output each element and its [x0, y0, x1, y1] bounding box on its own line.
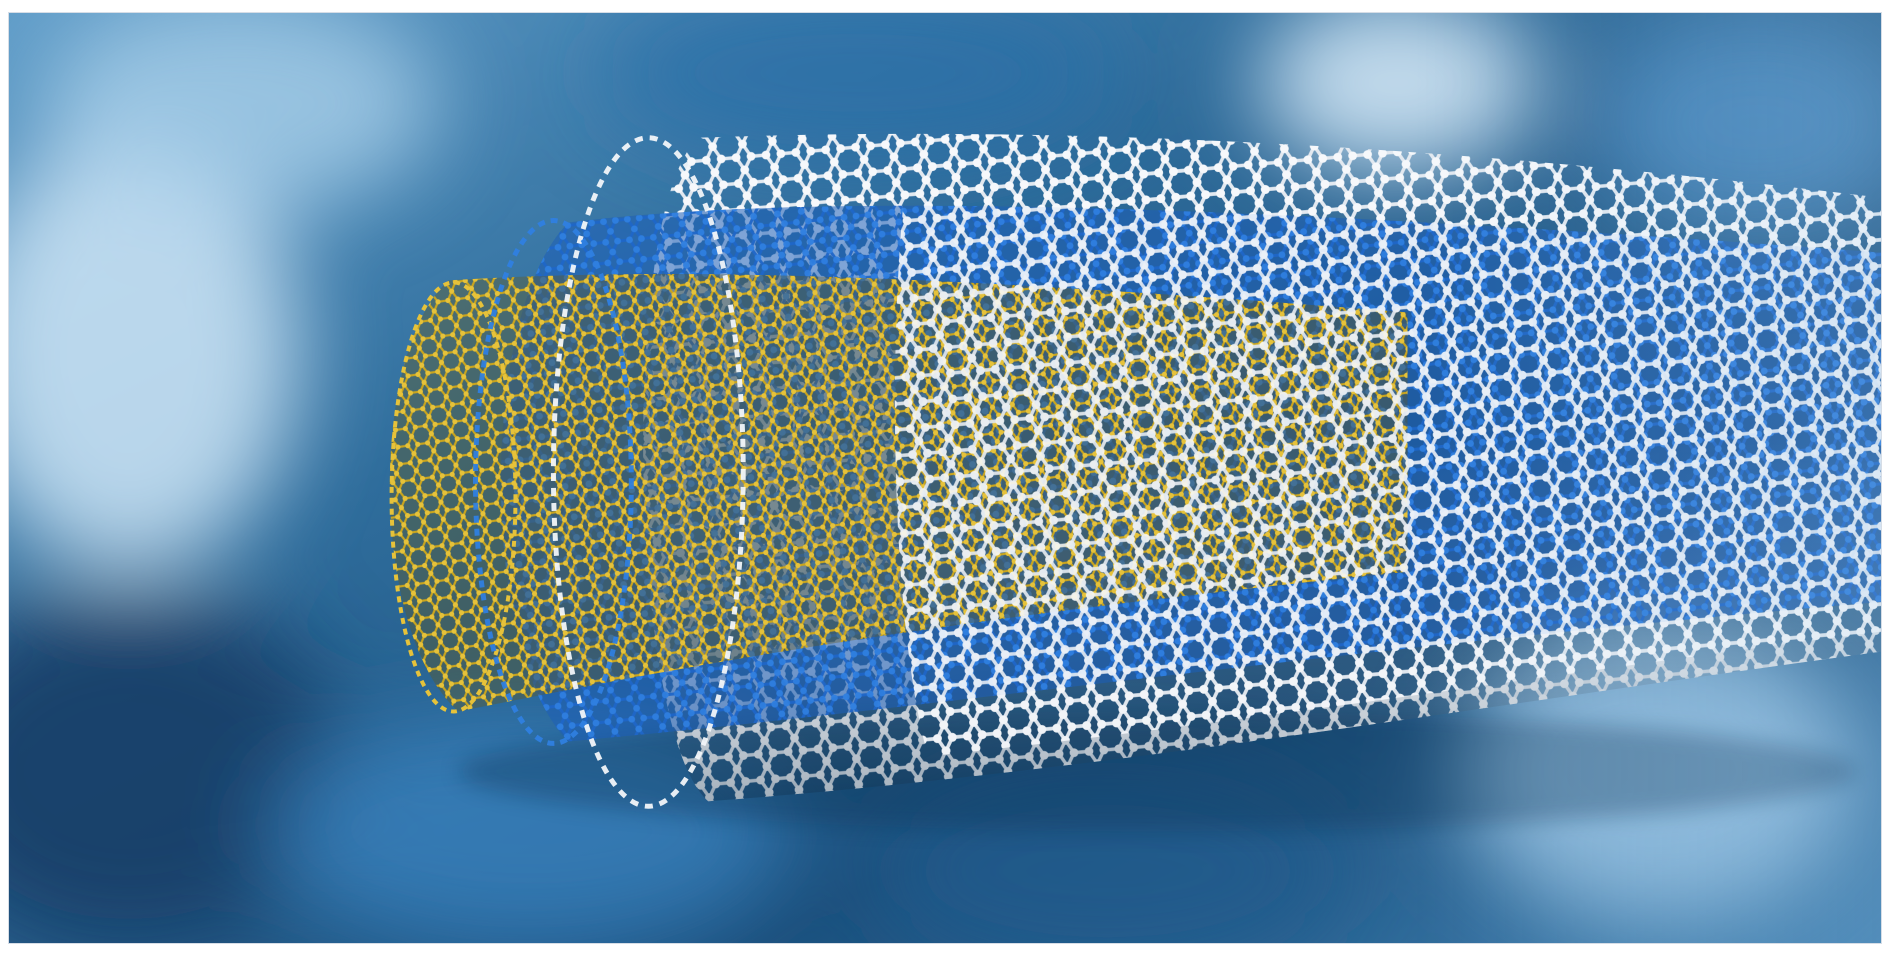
outer-tube-front: [9, 13, 1881, 943]
nanotube-illustration: [9, 13, 1881, 943]
tube-rims: [473, 135, 746, 809]
photo-frame: [8, 12, 1882, 944]
